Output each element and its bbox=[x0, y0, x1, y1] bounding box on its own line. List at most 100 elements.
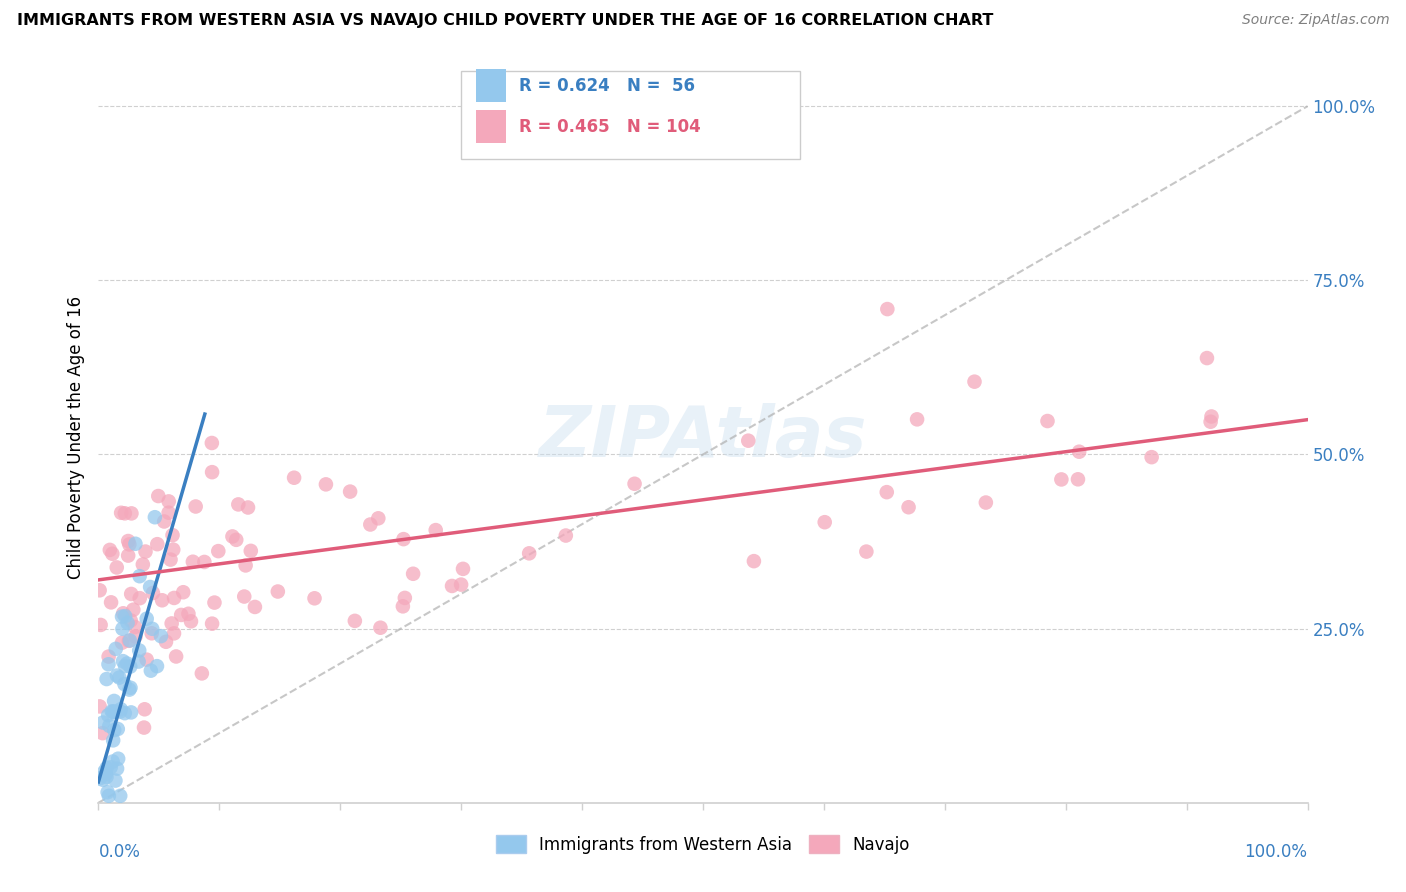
Point bbox=[93, 764, 115, 779]
Text: 100.0%: 100.0% bbox=[1244, 843, 1308, 861]
Point bbox=[139, 664, 162, 678]
Point bbox=[233, 590, 256, 604]
Point bbox=[441, 579, 464, 593]
Point bbox=[1199, 415, 1222, 429]
Point bbox=[89, 583, 111, 598]
Point bbox=[1050, 472, 1073, 486]
Point bbox=[149, 629, 172, 643]
Point bbox=[170, 607, 193, 622]
Point bbox=[91, 772, 114, 787]
Point bbox=[124, 537, 146, 551]
Point bbox=[101, 733, 124, 747]
Point bbox=[135, 653, 157, 667]
Point bbox=[157, 494, 180, 508]
Point bbox=[157, 506, 180, 520]
Point bbox=[132, 558, 155, 572]
Point bbox=[111, 609, 134, 624]
Point bbox=[1195, 351, 1218, 365]
Point bbox=[124, 629, 146, 643]
Point bbox=[163, 626, 186, 640]
Point bbox=[101, 755, 124, 769]
Point bbox=[1140, 450, 1163, 465]
Point bbox=[315, 477, 337, 491]
Point bbox=[146, 659, 169, 673]
Point bbox=[814, 515, 837, 529]
Point bbox=[134, 544, 156, 558]
Point bbox=[112, 607, 135, 621]
Point bbox=[243, 599, 266, 614]
Point bbox=[101, 547, 124, 561]
Point bbox=[163, 591, 186, 605]
Point bbox=[91, 715, 114, 730]
Point bbox=[97, 649, 120, 664]
Point bbox=[304, 591, 326, 606]
FancyBboxPatch shape bbox=[461, 71, 800, 159]
Point bbox=[89, 772, 111, 786]
Point bbox=[554, 528, 576, 542]
Point bbox=[160, 616, 183, 631]
Point bbox=[120, 706, 142, 720]
Point bbox=[120, 681, 142, 695]
Point bbox=[180, 615, 202, 629]
Point bbox=[110, 702, 132, 716]
Point bbox=[162, 528, 184, 542]
Point bbox=[1069, 444, 1091, 458]
Point bbox=[120, 659, 142, 673]
Point bbox=[343, 614, 366, 628]
Point bbox=[114, 506, 136, 520]
Text: Source: ZipAtlas.com: Source: ZipAtlas.com bbox=[1241, 13, 1389, 28]
Point bbox=[98, 719, 121, 733]
Point bbox=[267, 584, 290, 599]
Point bbox=[91, 726, 114, 740]
Point bbox=[98, 542, 121, 557]
Point bbox=[96, 672, 118, 686]
Point bbox=[97, 657, 120, 672]
Point bbox=[110, 789, 132, 803]
Point bbox=[89, 699, 111, 714]
Point bbox=[737, 434, 759, 448]
Point bbox=[128, 591, 150, 606]
Point bbox=[132, 721, 155, 735]
Point bbox=[855, 544, 877, 558]
Point bbox=[120, 507, 142, 521]
Point bbox=[235, 558, 257, 573]
Y-axis label: Child Poverty Under the Age of 16: Child Poverty Under the Age of 16 bbox=[66, 295, 84, 579]
Point bbox=[228, 497, 250, 511]
Point bbox=[111, 636, 134, 650]
Text: R = 0.624   N =  56: R = 0.624 N = 56 bbox=[519, 77, 695, 95]
Point bbox=[876, 302, 898, 317]
Point bbox=[135, 612, 157, 626]
Point bbox=[90, 618, 112, 632]
Point bbox=[100, 705, 122, 719]
Point bbox=[204, 596, 226, 610]
Point bbox=[104, 773, 127, 788]
Point bbox=[207, 544, 229, 558]
Point bbox=[162, 542, 184, 557]
Point bbox=[1036, 414, 1059, 428]
Point bbox=[876, 485, 898, 500]
Point bbox=[104, 641, 127, 656]
Point bbox=[114, 609, 136, 624]
Point bbox=[107, 722, 129, 736]
Point bbox=[221, 529, 243, 543]
Point bbox=[201, 465, 224, 479]
Point bbox=[108, 671, 131, 685]
Point bbox=[201, 436, 224, 450]
Point bbox=[101, 705, 124, 719]
Point bbox=[394, 591, 416, 605]
Point bbox=[153, 515, 176, 529]
Bar bbox=[475, 111, 506, 144]
Point bbox=[517, 546, 540, 560]
Point bbox=[172, 585, 194, 599]
Point bbox=[402, 566, 425, 581]
Legend: Immigrants from Western Asia, Navajo: Immigrants from Western Asia, Navajo bbox=[489, 829, 917, 860]
Point bbox=[103, 705, 125, 719]
Text: ZIPAtlas: ZIPAtlas bbox=[538, 402, 868, 472]
Point bbox=[142, 586, 165, 600]
Point bbox=[139, 580, 162, 594]
Point bbox=[141, 626, 163, 640]
Point bbox=[359, 517, 381, 532]
Point bbox=[97, 789, 120, 803]
Point bbox=[239, 544, 262, 558]
Point bbox=[114, 677, 136, 691]
